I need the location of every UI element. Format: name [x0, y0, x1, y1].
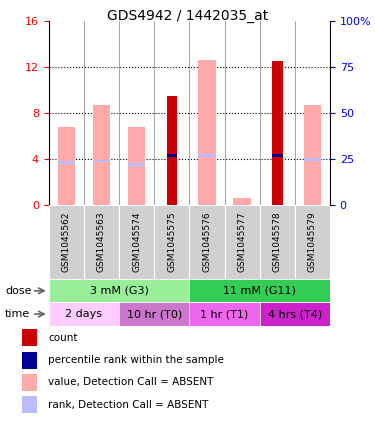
Bar — [304, 105, 321, 205]
Bar — [198, 154, 216, 157]
Bar — [57, 162, 75, 164]
Bar — [189, 205, 225, 279]
Text: GSM1045574: GSM1045574 — [132, 212, 141, 272]
Bar — [260, 205, 295, 279]
Bar — [22, 396, 37, 413]
Text: count: count — [48, 333, 77, 343]
Bar — [49, 302, 119, 326]
Text: value, Detection Call = ABSENT: value, Detection Call = ABSENT — [48, 377, 213, 387]
Text: 10 hr (T0): 10 hr (T0) — [127, 309, 182, 319]
Bar — [260, 302, 330, 326]
Bar — [189, 302, 260, 326]
Text: percentile rank within the sample: percentile rank within the sample — [48, 355, 224, 365]
Bar — [272, 61, 282, 205]
Text: GSM1045576: GSM1045576 — [202, 212, 211, 272]
Text: 4 hrs (T4): 4 hrs (T4) — [268, 309, 322, 319]
Bar — [272, 154, 282, 157]
Text: 11 mM (G11): 11 mM (G11) — [223, 286, 296, 296]
Bar — [166, 154, 177, 157]
Bar — [128, 127, 146, 205]
Bar — [166, 96, 177, 205]
Text: GSM1045563: GSM1045563 — [97, 212, 106, 272]
Text: 1 hr (T1): 1 hr (T1) — [200, 309, 249, 319]
Bar — [57, 127, 75, 205]
Bar — [225, 205, 260, 279]
Bar — [189, 279, 330, 302]
Bar — [49, 279, 189, 302]
Bar — [128, 163, 146, 166]
Bar — [49, 205, 84, 279]
Bar — [22, 330, 37, 346]
Bar — [295, 205, 330, 279]
Bar — [119, 302, 189, 326]
Bar — [154, 205, 189, 279]
Bar — [93, 105, 110, 205]
Text: GSM1045578: GSM1045578 — [273, 212, 282, 272]
Bar — [198, 60, 216, 205]
Bar — [93, 159, 110, 162]
Bar — [233, 198, 251, 205]
Text: GSM1045575: GSM1045575 — [167, 212, 176, 272]
Text: time: time — [5, 309, 30, 319]
Bar — [304, 158, 321, 161]
Text: GSM1045562: GSM1045562 — [62, 212, 71, 272]
Text: rank, Detection Call = ABSENT: rank, Detection Call = ABSENT — [48, 400, 208, 410]
Bar — [22, 374, 37, 391]
Text: dose: dose — [5, 286, 32, 296]
Text: 2 days: 2 days — [65, 309, 102, 319]
Text: GDS4942 / 1442035_at: GDS4942 / 1442035_at — [107, 9, 268, 23]
Bar — [84, 205, 119, 279]
Bar — [22, 352, 37, 368]
Text: GSM1045579: GSM1045579 — [308, 212, 317, 272]
Text: 3 mM (G3): 3 mM (G3) — [90, 286, 148, 296]
Bar — [119, 205, 154, 279]
Text: GSM1045577: GSM1045577 — [238, 212, 247, 272]
